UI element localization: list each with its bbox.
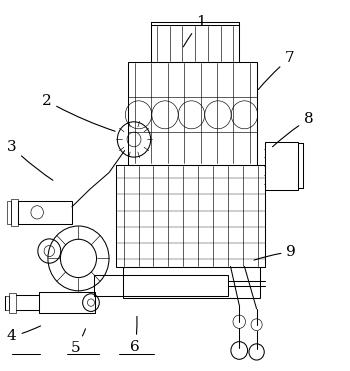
Text: 5: 5 <box>71 329 85 355</box>
Text: 6: 6 <box>130 316 140 354</box>
Bar <box>151 25 239 62</box>
Bar <box>94 275 228 296</box>
Bar <box>11 199 18 226</box>
Text: 4: 4 <box>7 326 41 344</box>
Text: 1: 1 <box>183 14 206 47</box>
Bar <box>39 292 95 313</box>
Text: 7: 7 <box>258 52 294 89</box>
Text: 2: 2 <box>42 94 115 131</box>
Bar <box>7 201 11 224</box>
Bar <box>5 296 9 310</box>
Text: 9: 9 <box>254 245 296 260</box>
Bar <box>18 201 72 224</box>
Text: 3: 3 <box>7 140 53 180</box>
Bar <box>9 293 16 312</box>
Bar <box>123 266 260 298</box>
Text: 8: 8 <box>273 112 314 147</box>
Bar <box>265 142 298 190</box>
Bar <box>116 165 265 266</box>
Bar <box>128 62 257 165</box>
